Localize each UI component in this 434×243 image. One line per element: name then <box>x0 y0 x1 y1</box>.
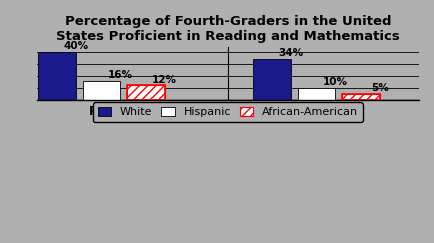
Bar <box>342 94 380 100</box>
Bar <box>253 59 291 100</box>
Title: Percentage of Fourth-Graders in the United
States Proficient in Reading and Math: Percentage of Fourth-Graders in the Unit… <box>56 15 400 43</box>
Text: 10%: 10% <box>323 77 348 87</box>
Bar <box>298 88 335 100</box>
Text: 34%: 34% <box>279 48 303 58</box>
Text: 40%: 40% <box>63 41 89 51</box>
Text: 5%: 5% <box>371 83 388 93</box>
Bar <box>342 94 380 100</box>
Legend: White, Hispanic, African-American: White, Hispanic, African-American <box>93 102 362 122</box>
Text: 16%: 16% <box>108 70 133 80</box>
Text: 12%: 12% <box>152 75 177 85</box>
Bar <box>38 52 76 100</box>
Bar <box>83 81 120 100</box>
Bar <box>127 85 164 100</box>
Bar <box>127 85 164 100</box>
